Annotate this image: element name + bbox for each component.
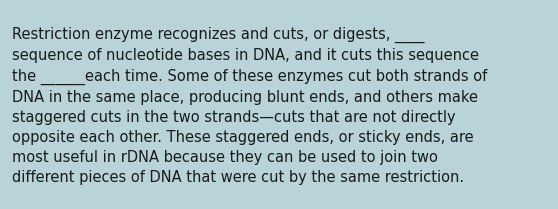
Text: Restriction enzyme recognizes and cuts, or digests, ____
sequence of nucleotide : Restriction enzyme recognizes and cuts, …	[12, 27, 488, 185]
